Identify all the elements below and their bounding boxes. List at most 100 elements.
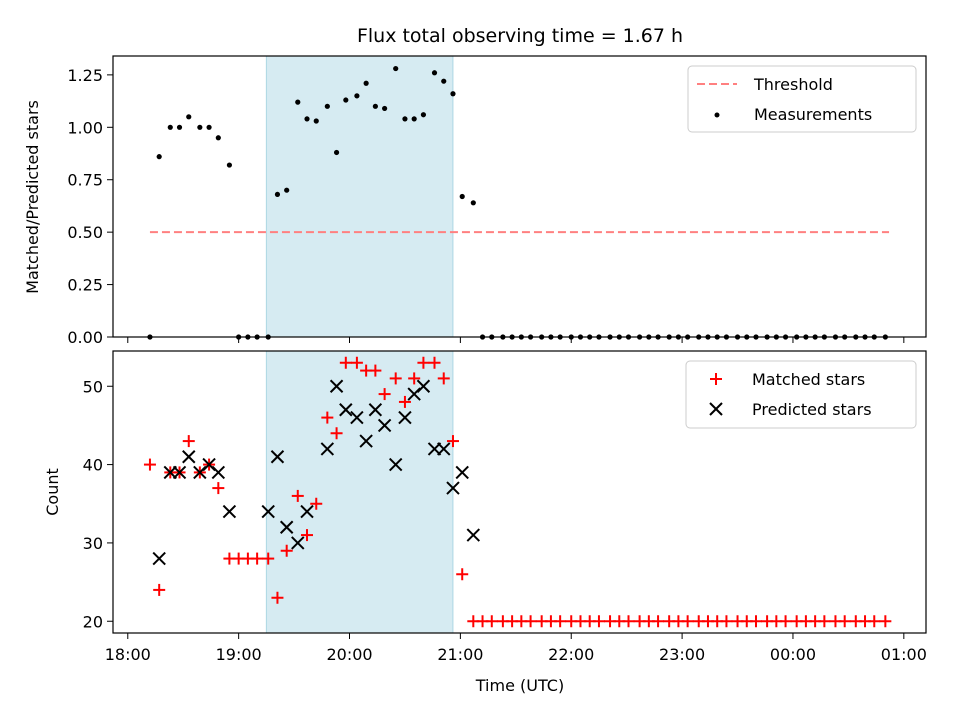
legend-matched-swatch — [710, 373, 722, 385]
matched-star-point — [350, 356, 363, 369]
measurement-point — [215, 135, 221, 141]
x-tick-label: 22:00 — [548, 645, 594, 664]
measurement-point — [382, 105, 388, 112]
predicted-star-point — [368, 403, 383, 417]
matched-star-point — [369, 364, 382, 377]
matched-star-point — [389, 372, 402, 385]
matched-star-point — [143, 458, 156, 471]
predicted-star-point — [466, 528, 481, 542]
top-plot-frame — [112, 55, 927, 338]
measurement-point — [343, 97, 349, 103]
measurement-point — [354, 93, 360, 99]
measurement-point — [313, 118, 319, 124]
matched-star-point — [456, 568, 469, 581]
matched-star-point — [408, 372, 421, 385]
top-y-tick-label: 1.25 — [67, 66, 103, 85]
predicted-star-point — [329, 379, 344, 393]
matched-star-point — [868, 615, 881, 628]
legend-predicted-swatch — [709, 402, 723, 416]
matched-star-point — [262, 552, 275, 565]
measurement-point — [304, 116, 310, 122]
measurement-point — [459, 193, 465, 200]
bottom-legend: Matched stars Predicted stars — [685, 360, 917, 429]
legend-threshold-label: Threshold — [753, 75, 833, 94]
bottom-panel: 20 30 40 50 18:00 19:00 20:00 21:00 22:00 23:00 0… — [43, 350, 927, 695]
legend-measurements-label: Measurements — [754, 105, 872, 124]
matched-star-point — [301, 529, 314, 542]
predicted-star-point — [291, 536, 305, 550]
matched-star-point — [378, 388, 391, 401]
x-tick-label: 21:00 — [437, 645, 483, 664]
measurement-point — [363, 80, 369, 86]
matched-star-point — [524, 615, 537, 628]
matched-star-point — [153, 583, 166, 596]
measurement-point — [295, 99, 301, 105]
matched-star-point — [212, 482, 225, 495]
chart-title: Flux total observing time = 1.67 h — [357, 25, 683, 47]
top-y-tick-label: 0.25 — [67, 276, 103, 295]
bottom-y-tick-label: 50 — [83, 377, 103, 396]
top-y-tick-label: 0.00 — [67, 328, 103, 347]
top-y-tick-label: 0.50 — [67, 223, 103, 242]
measurement-point — [441, 78, 447, 84]
matched-star-point — [437, 372, 450, 385]
matched-star-point — [280, 544, 293, 557]
measurement-point — [470, 200, 476, 206]
measurement-point — [167, 124, 173, 130]
predicted-star-point — [222, 504, 237, 519]
matched-star-point — [652, 615, 665, 628]
measurement-point — [226, 162, 233, 168]
predicted-star-point — [455, 465, 469, 480]
predicted-star-point — [339, 403, 353, 417]
matched-star-point — [310, 497, 323, 510]
matched-star-point — [879, 615, 892, 628]
bottom-y-tick-label: 40 — [83, 456, 103, 475]
measurement-point — [284, 187, 290, 193]
matched-star-point — [330, 427, 343, 440]
predicted-star-point — [270, 450, 285, 464]
measurement-point — [402, 116, 408, 122]
measurement-point — [156, 154, 162, 160]
legend-measurements-swatch — [714, 112, 720, 118]
matched-star-point — [251, 552, 264, 565]
matched-star-point — [838, 615, 851, 628]
matched-star-point — [681, 615, 694, 628]
measurement-point — [274, 191, 281, 198]
top-panel: Flux total observing time = 1.67 h 0.00 0… — [23, 25, 927, 347]
legend-matched-label: Matched stars — [752, 370, 865, 389]
predicted-star-point — [446, 481, 460, 495]
measurement-point — [324, 103, 330, 109]
matched-star-point — [622, 615, 635, 628]
predicted-star-point — [211, 465, 226, 480]
top-y-tick-label: 0.75 — [67, 171, 103, 190]
measurement-point — [431, 70, 438, 76]
measurement-point — [197, 124, 203, 130]
x-tick-label: 01:00 — [881, 645, 927, 664]
predicted-star-point — [437, 442, 451, 456]
predicted-star-point — [320, 442, 335, 456]
bottom-y-axis-label: Count — [43, 468, 62, 516]
predicted-star-point — [388, 457, 403, 472]
x-tick-label: 23:00 — [659, 645, 705, 664]
predicted-star-point — [279, 520, 294, 534]
matched-star-point — [720, 615, 733, 628]
top-y-axis-label: Matched/Predicted stars — [23, 100, 42, 294]
measurement-point — [333, 149, 340, 156]
matched-star-point — [291, 489, 304, 502]
legend-predicted-label: Predicted stars — [752, 400, 872, 419]
matched-star-point — [554, 615, 567, 628]
measurement-point — [176, 124, 183, 130]
matched-star-point — [446, 435, 459, 448]
x-tick-label: 19:00 — [216, 645, 262, 664]
x-tick-label: 00:00 — [770, 645, 816, 664]
matched-star-point — [818, 615, 831, 628]
bottom-shaded-region — [265, 350, 454, 634]
predicted-star-point — [182, 450, 196, 464]
predicted-star-point — [350, 410, 364, 425]
bottom-plot-frame — [112, 350, 927, 634]
predicted-star-point — [359, 434, 373, 448]
matched-star-point — [485, 615, 498, 628]
matched-star-point — [398, 395, 411, 408]
top-legend: Threshold Measurements — [687, 65, 917, 133]
